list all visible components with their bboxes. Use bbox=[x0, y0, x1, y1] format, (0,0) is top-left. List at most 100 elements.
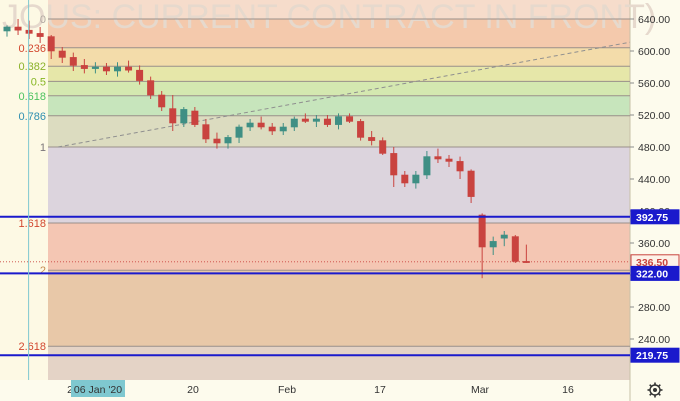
candle-body bbox=[412, 174, 420, 184]
gear-tooth bbox=[657, 392, 661, 396]
fib-label-2: 0.382 bbox=[18, 61, 46, 73]
time-tick-label-5: Mar bbox=[471, 384, 490, 396]
fib-label-3: 0.5 bbox=[31, 76, 46, 88]
candle-body bbox=[478, 214, 486, 248]
band-top bbox=[48, 0, 630, 19]
price-axis-bg bbox=[630, 0, 680, 401]
fib-band-8 bbox=[48, 270, 630, 347]
price-tick-label-4: 480.00 bbox=[638, 142, 670, 154]
price-tick-label-0: 640.00 bbox=[638, 14, 670, 26]
candle-body bbox=[390, 153, 398, 176]
candle-body bbox=[158, 94, 166, 108]
candle-body bbox=[334, 116, 342, 125]
fib-label-4: 0.618 bbox=[18, 91, 46, 103]
price-tag-1: 336.50 bbox=[636, 257, 668, 269]
candle-body bbox=[125, 66, 133, 71]
candle-body bbox=[379, 140, 387, 154]
candle-body bbox=[290, 118, 298, 128]
candle-body bbox=[191, 110, 199, 125]
candle-body bbox=[213, 138, 221, 144]
settings-gear-icon[interactable] bbox=[647, 382, 663, 398]
candle-body bbox=[136, 69, 144, 81]
price-tick-label-1: 600.00 bbox=[638, 46, 670, 58]
price-tick-label-5: 440.00 bbox=[638, 174, 670, 186]
candle-body bbox=[445, 158, 453, 162]
price-tag-box bbox=[630, 347, 680, 363]
time-tick-label-0: 2 bbox=[67, 384, 73, 396]
candle-body bbox=[102, 66, 110, 72]
candle-body bbox=[224, 137, 232, 144]
price-tag-box bbox=[630, 209, 680, 225]
price-tick-label-10: 240.00 bbox=[638, 334, 670, 346]
candle-body bbox=[69, 57, 77, 66]
fib-band-1 bbox=[48, 47, 630, 67]
candle-body bbox=[169, 108, 177, 124]
price-tick-label-9: 280.00 bbox=[638, 302, 670, 314]
candle-body bbox=[279, 126, 287, 132]
candle-body bbox=[202, 124, 210, 140]
candle-body bbox=[323, 118, 331, 125]
candle-body bbox=[312, 118, 320, 122]
candle-body bbox=[511, 236, 519, 262]
price-tick-label-3: 520.00 bbox=[638, 110, 670, 122]
candle-body bbox=[3, 26, 11, 32]
candle-body bbox=[423, 156, 431, 176]
fib-label-8: 2 bbox=[40, 265, 46, 277]
candle-body bbox=[268, 126, 276, 132]
candle-body bbox=[489, 241, 497, 248]
candle-body bbox=[357, 121, 365, 138]
candle-body bbox=[47, 36, 55, 52]
time-axis: 2 06 Jan '20 20 Feb 17 Mar 16 bbox=[67, 380, 574, 397]
price-tick-label-2: 560.00 bbox=[638, 78, 670, 90]
fib-label-5: 0.786 bbox=[18, 111, 46, 123]
candle-body bbox=[180, 109, 188, 124]
price-tag-2: 322.00 bbox=[636, 268, 668, 280]
trendline-line bbox=[57, 41, 631, 148]
candle-body bbox=[36, 33, 44, 37]
candle-body bbox=[467, 170, 475, 197]
candle-body bbox=[91, 66, 99, 69]
candle-body bbox=[456, 161, 464, 172]
candle-body bbox=[257, 122, 265, 128]
candles bbox=[3, 19, 530, 279]
watermark: JOUS: CURRENT CONTRACT IN FRONT) bbox=[2, 0, 656, 36]
horizontal-lines[interactable] bbox=[0, 215, 630, 357]
time-axis-bg bbox=[0, 380, 680, 401]
fib-band-6 bbox=[48, 147, 630, 223]
gear-tooth bbox=[649, 384, 653, 388]
time-tick-label-4: 17 bbox=[374, 384, 386, 396]
candle-body bbox=[147, 80, 155, 96]
candle-body bbox=[246, 122, 254, 128]
candle-body bbox=[500, 234, 508, 239]
gear-tooth bbox=[657, 384, 661, 388]
candle-body bbox=[368, 137, 376, 141]
candle-body bbox=[80, 65, 88, 69]
candle-body bbox=[522, 261, 530, 263]
gear-tooth bbox=[649, 392, 653, 396]
time-tick-label-6: 16 bbox=[562, 384, 574, 396]
candle-body bbox=[434, 156, 442, 160]
crosshair bbox=[0, 0, 630, 380]
price-tag-3: 219.75 bbox=[636, 350, 668, 362]
fib-label-9: 2.618 bbox=[18, 341, 46, 353]
candle-body bbox=[58, 50, 66, 58]
gear-hub bbox=[653, 388, 657, 392]
fib-band-7 bbox=[48, 223, 630, 271]
price-tag-0: 392.75 bbox=[636, 212, 668, 224]
fib-band-2 bbox=[48, 66, 630, 82]
time-tick-label-2: 20 bbox=[187, 384, 199, 396]
price-tick-label-7: 360.00 bbox=[638, 238, 670, 250]
fib-band-3 bbox=[48, 81, 630, 96]
candle-body bbox=[401, 174, 409, 184]
candle-body bbox=[346, 116, 354, 122]
fib-band-4 bbox=[48, 95, 630, 116]
time-tick-label-3: Feb bbox=[278, 384, 296, 396]
crosshair-date-box bbox=[71, 380, 125, 397]
fib-label-6: 1 bbox=[40, 142, 46, 154]
candle-body bbox=[114, 66, 122, 72]
fib-label-0: 0 bbox=[40, 14, 46, 26]
price-axis: 640.00600.00560.00520.00480.00440.00400.… bbox=[630, 14, 680, 363]
price-tag-box bbox=[630, 265, 680, 281]
